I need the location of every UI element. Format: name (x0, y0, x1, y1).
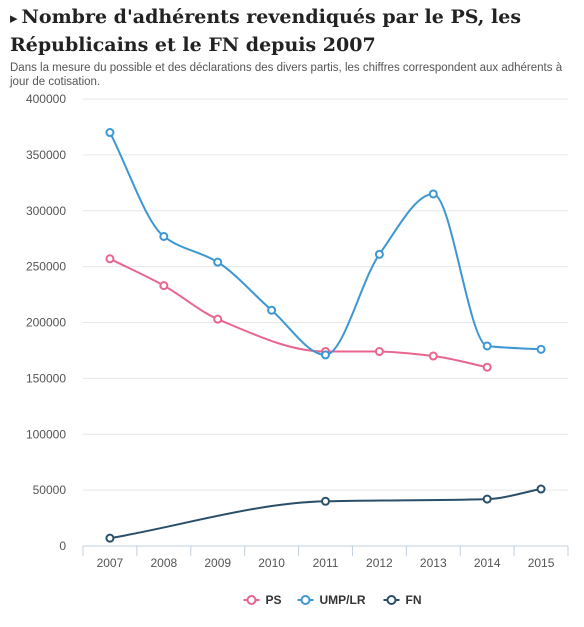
legend-label-ump-lr: UMP/LR (320, 593, 366, 607)
chart-title: ▸ Nombre d'adhérents revendiqués par le P… (10, 4, 580, 59)
x-tick-label-2015: 2015 (528, 556, 555, 570)
x-tick-label-2012: 2012 (366, 556, 393, 570)
series-ump-lr (105, 128, 546, 360)
point-ump-lr-2012[interactable] (374, 249, 384, 259)
legend-label-fn: FN (406, 593, 422, 607)
y-tick-label: 200000 (26, 316, 66, 330)
point-ump-lr-2009[interactable] (213, 257, 223, 267)
y-tick-label: 50000 (33, 483, 67, 497)
y-tick-label: 350000 (26, 148, 66, 162)
legend-item-ps[interactable]: PS (243, 593, 282, 607)
point-fn-2015[interactable] (536, 484, 546, 494)
point-ump-lr-2015[interactable] (536, 344, 546, 354)
chart-title-text: Nombre d'adhérents revendiqués par le PS… (10, 6, 522, 56)
point-fn-2007[interactable] (105, 533, 115, 543)
series-fn (105, 484, 546, 543)
legend-item-ump-lr[interactable]: UMP/LR (297, 593, 366, 607)
point-fn-2014[interactable] (482, 494, 492, 504)
y-tick-label: 300000 (26, 204, 66, 218)
legend-item-fn[interactable]: FN (383, 593, 422, 607)
x-tick-label-2008: 2008 (150, 556, 177, 570)
x-tick-label-2013: 2013 (420, 556, 447, 570)
point-ump-lr-2011[interactable] (321, 350, 330, 360)
point-ump-lr-2008[interactable] (159, 231, 169, 241)
point-fn-2011[interactable] (321, 496, 330, 506)
x-tick-label-2007: 2007 (97, 556, 124, 570)
point-ps-2013[interactable] (428, 351, 438, 361)
x-tick-label-2010: 2010 (258, 556, 285, 570)
y-tick-label: 250000 (26, 260, 66, 274)
point-ump-lr-2013[interactable] (428, 189, 438, 199)
line-fn (109, 488, 542, 540)
point-ump-lr-2014[interactable] (482, 341, 492, 351)
line-ps (109, 257, 488, 369)
legend-marker-ump-lr (300, 595, 311, 605)
point-ump-lr-2010[interactable] (267, 305, 277, 315)
legend-marker-ps (246, 595, 257, 605)
title-arrow-icon: ▸ (10, 9, 18, 27)
line-ump-lr (109, 132, 542, 356)
legend-label-ps: PS (266, 593, 282, 607)
point-ps-2012[interactable] (374, 347, 384, 357)
chart-subtitle: Dans la mesure du possible et des déclar… (10, 62, 563, 88)
y-tick-label: 150000 (26, 371, 66, 385)
series-ps (105, 254, 492, 372)
point-ps-2009[interactable] (213, 314, 223, 324)
x-tick-label-2014: 2014 (474, 556, 501, 570)
grid-lines (83, 98, 568, 491)
y-tick-label: 0 (59, 539, 66, 553)
point-ump-lr-2007[interactable] (105, 128, 115, 138)
point-ps-2007[interactable] (105, 254, 115, 264)
point-ps-2008[interactable] (159, 281, 169, 291)
y-tick-label: 400000 (26, 92, 66, 106)
x-tick-label-2009: 2009 (204, 556, 231, 570)
series-lines (105, 128, 546, 543)
point-ps-2014[interactable] (482, 362, 492, 372)
legend-marker-fn (386, 595, 397, 605)
x-tick-label-2011: 2011 (313, 556, 339, 570)
y-tick-label: 100000 (26, 427, 66, 441)
axes: 0 50000 100000 150000 200000 250000 300000 3500… (26, 92, 569, 570)
legend[interactable]: PS UMP/LR FN (243, 593, 422, 607)
